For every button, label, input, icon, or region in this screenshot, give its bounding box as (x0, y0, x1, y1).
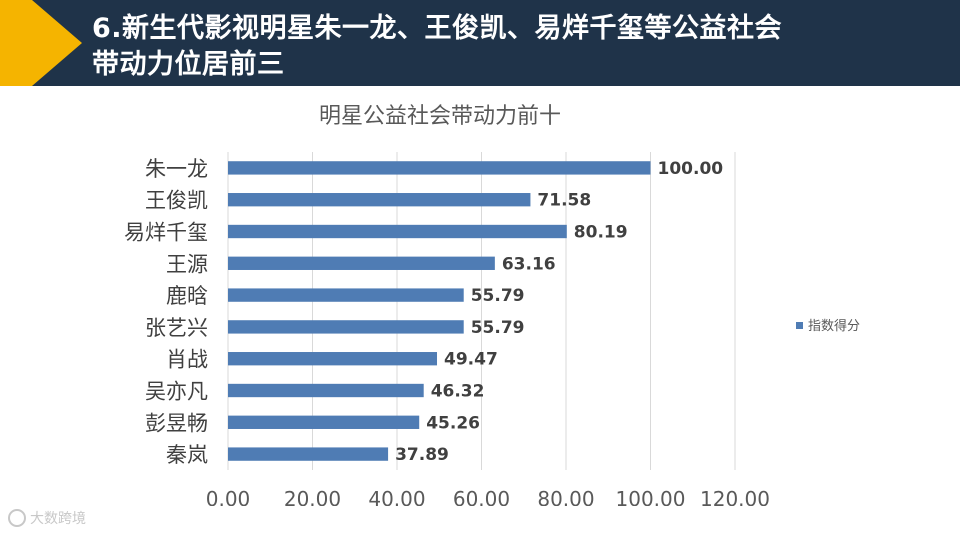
x-tick-label: 120.00 (700, 487, 770, 506)
watermark-text: 大数跨境 (30, 511, 86, 527)
logo-icon (8, 509, 26, 527)
x-tick-label: 20.00 (284, 487, 341, 506)
category-label: 秦岚 (166, 443, 208, 467)
legend: 指数得分 (796, 318, 860, 334)
data-label: 37.89 (395, 445, 449, 465)
category-label: 吴亦凡 (145, 380, 208, 404)
bars (228, 161, 651, 461)
data-label: 55.79 (471, 286, 525, 306)
accent-bar (0, 0, 32, 86)
bar (228, 415, 420, 429)
x-tick-label: 40.00 (368, 487, 425, 506)
category-label: 王俊凯 (145, 189, 208, 213)
watermark: 大数跨境 (8, 508, 86, 528)
legend-label: 指数得分 (808, 318, 860, 334)
category-label: 朱一龙 (145, 157, 208, 181)
data-label: 49.47 (444, 350, 498, 370)
x-tick-label: 100.00 (616, 487, 686, 506)
slide-title-line-1: 6.新生代影视明星朱一龙、王俊凯、易烊千玺等公益社会 (92, 13, 783, 44)
data-label: 100.00 (658, 159, 724, 179)
bar (228, 256, 495, 270)
x-tick-labels: 0.00 20.00 40.00 60.00 80.00 100.00 120.00 (206, 487, 770, 506)
bar (228, 161, 651, 175)
bar (228, 288, 464, 302)
category-label: 王源 (166, 252, 208, 276)
category-label: 彭昱畅 (145, 411, 208, 435)
bar (228, 352, 438, 366)
x-tick-label: 60.00 (453, 487, 510, 506)
category-label: 张艺兴 (145, 316, 208, 340)
bar (228, 193, 531, 207)
category-label: 易烊千玺 (124, 221, 208, 245)
slide-title-line-2: 带动力位居前三 (92, 49, 285, 80)
legend-swatch (796, 322, 803, 329)
bar (228, 447, 389, 461)
data-label: 55.79 (471, 318, 525, 338)
bar (228, 224, 567, 239)
data-label: 45.26 (426, 413, 480, 433)
bar (228, 383, 424, 398)
category-label: 肖战 (166, 348, 208, 372)
bar (228, 320, 464, 334)
data-label: 80.19 (574, 223, 628, 243)
value-labels: 100.00 71.58 80.19 63.16 55.79 55.79 49.47 46.3… (395, 159, 723, 465)
bar-chart: 明星公益社会带动力前十 朱一龙王俊凯易烊千玺王源鹿晗张艺兴肖战吴亦凡彭昱畅秦岚 … (124, 104, 860, 506)
data-label: 46.32 (431, 382, 485, 402)
category-label: 鹿晗 (166, 284, 208, 308)
header-banner: 6.新生代影视明星朱一龙、王俊凯、易烊千玺等公益社会 带动力位居前三 (0, 0, 960, 86)
data-label: 71.58 (537, 191, 591, 211)
accent-arrow (32, 0, 82, 86)
x-tick-label: 80.00 (537, 487, 594, 506)
data-label: 63.16 (502, 254, 556, 274)
x-tick-label: 0.00 (206, 487, 251, 506)
chart-title: 明星公益社会带动力前十 (319, 104, 561, 129)
